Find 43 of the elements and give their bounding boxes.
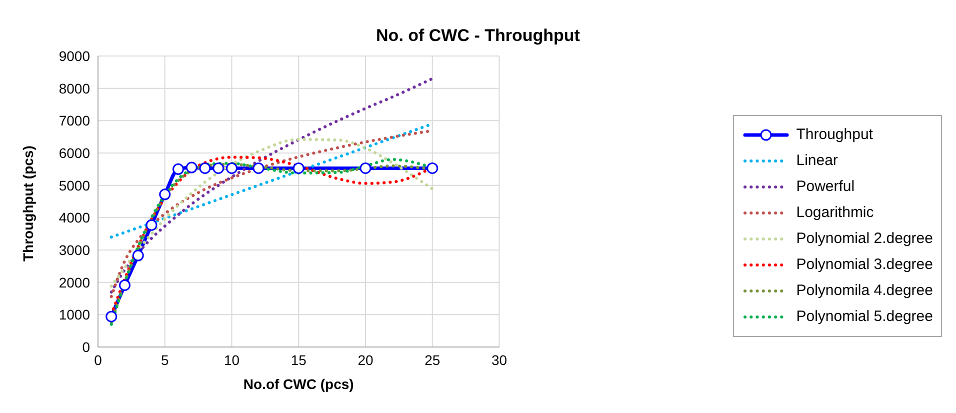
y-tick-label: 6000 — [58, 144, 90, 161]
point — [172, 163, 184, 175]
y-tick-label: 0 — [82, 338, 90, 355]
legend-label: Polynomila 4.degree — [796, 280, 933, 300]
x-tick-label: 5 — [160, 352, 169, 368]
point — [252, 162, 264, 174]
point — [199, 162, 211, 174]
y-tick-label: 9000 — [58, 48, 90, 64]
legend-label: Linear — [796, 150, 838, 170]
y-tick-label: 2000 — [58, 274, 90, 290]
point — [186, 162, 198, 174]
y-tick-label: 4000 — [58, 210, 90, 226]
x-tick-label: 0 — [94, 352, 102, 368]
x-tick-label: 30 — [491, 352, 508, 368]
y-tick-label: 1000 — [58, 306, 90, 323]
legend-label: Polynomial 2.degree — [796, 228, 933, 248]
point — [132, 250, 144, 262]
x-axis-title: No.of CWC (pcs) — [243, 376, 354, 392]
y-tick-label: 5000 — [58, 177, 90, 194]
legend-label: Powerful — [796, 176, 855, 196]
legend-label: Throughput — [796, 124, 873, 144]
x-tick-label: 20 — [358, 352, 374, 368]
point — [360, 162, 372, 174]
point — [292, 162, 304, 174]
legend-label: Polynomial 5.degree — [796, 306, 933, 326]
y-tick-label: 7000 — [58, 112, 90, 129]
chart-title: No. of CWC - Throughput — [375, 25, 581, 47]
point — [106, 310, 118, 322]
y-tick-label: 3000 — [58, 242, 90, 258]
line-series — [110, 77, 434, 294]
x-tick-label: 10 — [224, 352, 240, 368]
point — [159, 188, 171, 200]
legend-label: Logarithmic — [796, 202, 874, 222]
x-tick-label: 25 — [424, 352, 440, 368]
y-tick-label: 8000 — [58, 80, 90, 96]
point — [226, 162, 238, 174]
point — [119, 279, 130, 291]
legend-label: Polynomial 3.degree — [796, 254, 933, 274]
point — [212, 162, 224, 174]
y-axis-title: Throughput (pcs) — [20, 146, 36, 262]
point — [426, 162, 438, 174]
point — [146, 219, 158, 231]
x-tick-label: 15 — [290, 352, 307, 368]
